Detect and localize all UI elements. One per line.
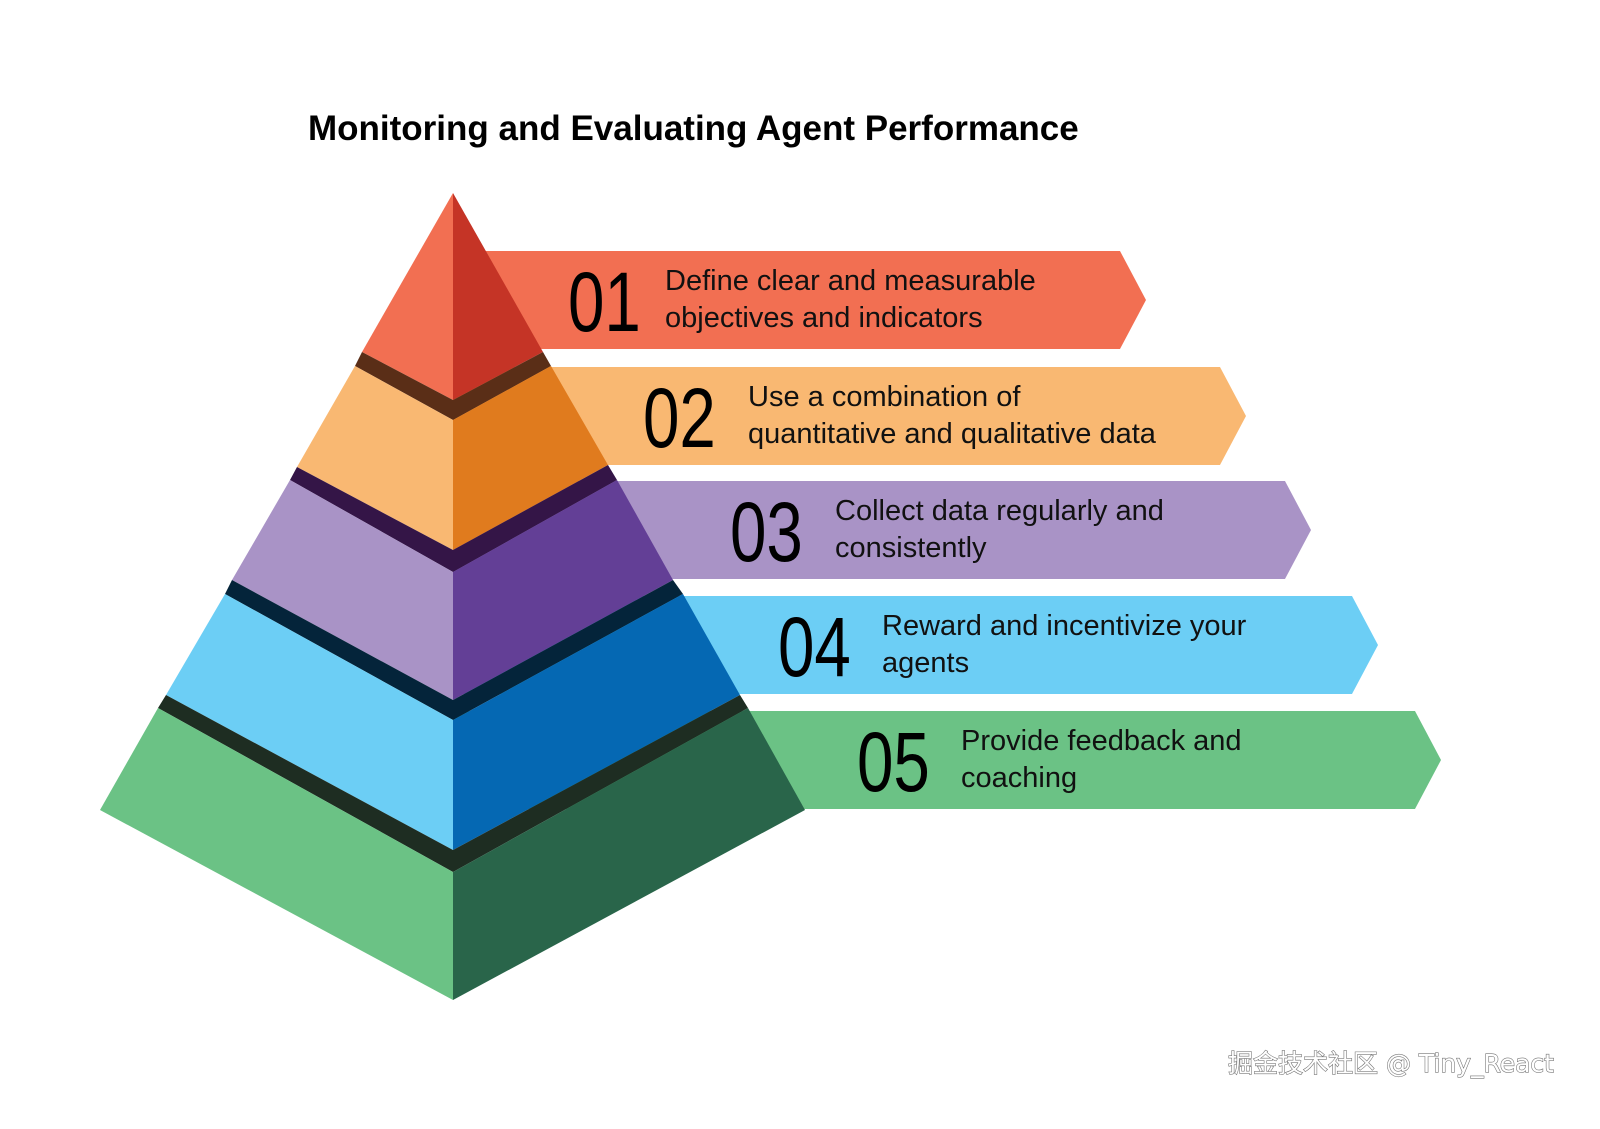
step-1-text-line1: Define clear and measurable: [665, 265, 1036, 297]
step-1-text-line2: objectives and indicators: [665, 302, 983, 334]
pyramid-layer-2-right-face: [453, 366, 608, 550]
step-1-number: 01: [568, 255, 641, 349]
step-3-banner: [453, 481, 1311, 579]
step-2-text-line1: Use a combination of: [748, 381, 1021, 413]
pyramid-layer-1-right-face: [453, 193, 543, 400]
pyramid-layer-4-right-face: [453, 594, 740, 850]
step-4-text-line1: Reward and incentivize your: [882, 610, 1247, 642]
step-5-number: 05: [857, 715, 930, 809]
step-2-text-line2: quantitative and qualitative data: [748, 418, 1157, 450]
step-5-text-line1: Provide feedback and: [961, 725, 1242, 757]
pyramid-layer-4-left-face: [166, 594, 453, 850]
step-2-banner: [453, 367, 1246, 465]
pyramid-layer-1-left-face: [362, 193, 453, 400]
pyramid-layer-2-shadow-band: [290, 465, 617, 572]
pyramid-layer-3-right-face: [453, 480, 673, 700]
step-4-text-line2: agents: [882, 647, 969, 679]
diagram-title: Monitoring and Evaluating Agent Performa…: [308, 109, 1079, 148]
pyramid-layer-5-left-face: [100, 708, 453, 1000]
pyramid-layer-3-left-face: [232, 480, 453, 700]
step-1-banner: [453, 251, 1146, 349]
step-2-number: 02: [643, 371, 716, 465]
step-3-number: 03: [730, 485, 803, 579]
step-4-number: 04: [778, 600, 851, 694]
step-3-text-line1: Collect data regularly and: [835, 495, 1164, 527]
pyramid-layer-1-shadow-band: [355, 352, 551, 420]
pyramid-layer-2-left-face: [297, 366, 453, 550]
step-3-text-line2: consistently: [835, 532, 987, 564]
watermark: 掘金技术社区 @ Tiny_React: [1228, 1049, 1554, 1078]
pyramid-layer-5-right-face: [453, 708, 805, 1000]
step-5-text-line2: coaching: [961, 762, 1077, 794]
